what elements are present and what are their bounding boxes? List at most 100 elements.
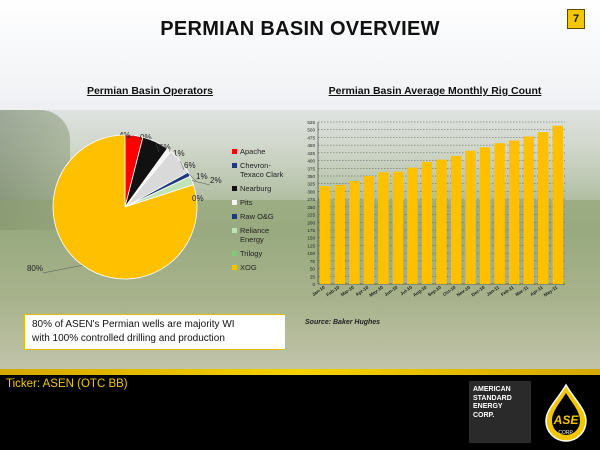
pie-chart-title: Permian Basin Operators — [86, 85, 214, 97]
y-tick-label: 300 — [307, 189, 315, 194]
pie-leader-line — [189, 174, 197, 182]
legend-item: Trilogy — [232, 249, 292, 258]
bar-chart-title: Permian Basin Average Monthly Rig Count — [328, 85, 542, 97]
bar — [450, 155, 462, 284]
legend-swatch — [232, 251, 237, 256]
legend-item: Chevron-Texaco Clark — [232, 161, 292, 179]
legend-swatch — [232, 186, 237, 191]
bar — [508, 140, 520, 284]
pie-leader-line — [191, 180, 211, 186]
footer-accent-strip — [0, 369, 600, 375]
x-tick-label: Dec-10 — [470, 284, 486, 297]
legend-item: Apache — [232, 147, 292, 156]
y-tick-label: 250 — [307, 205, 315, 210]
x-tick-label: Apr-10 — [355, 284, 370, 297]
pie-data-label: 0% — [192, 194, 204, 203]
legend-label: Raw O&G — [240, 212, 274, 221]
bar — [407, 167, 418, 284]
ticker-label: Ticker: ASEN (OTC BB) — [6, 378, 128, 390]
legend-item: XOG — [232, 263, 292, 272]
x-tick-label: Feb-11 — [500, 284, 515, 297]
x-tick-label: May-11 — [543, 284, 559, 297]
legend-label: Trilogy — [240, 249, 263, 258]
pie-leader-line — [42, 264, 83, 274]
x-tick-label: Nov-10 — [456, 284, 472, 297]
y-tick-label: 475 — [307, 135, 315, 140]
company-name-line: AMERICAN — [473, 386, 511, 393]
logo-sub-text: CORP. — [558, 430, 573, 436]
company-name-line: CORP. — [473, 411, 495, 419]
legend-swatch — [232, 214, 237, 219]
legend-label: Nearburg — [240, 184, 272, 193]
company-logo: ASE CORP. — [536, 381, 596, 443]
pie-chart: 4%0%6%1%6%1%2%80%0% — [27, 131, 222, 280]
y-tick-label: 125 — [307, 243, 315, 248]
y-tick-label: 75 — [310, 259, 316, 264]
y-tick-label: 225 — [307, 213, 315, 218]
bar — [392, 171, 404, 284]
pie-legend: Apache Chevron-Texaco Clark Nearburg Pits Ra… — [232, 147, 292, 277]
x-tick-label: Feb-10 — [325, 284, 340, 297]
legend-item: Pits — [232, 198, 292, 207]
y-tick-label: 325 — [307, 182, 315, 187]
pie-leader-line — [180, 161, 185, 171]
page-number-badge: 7 — [567, 9, 585, 29]
bar — [465, 150, 476, 284]
x-tick-label: Mar-11 — [514, 284, 529, 297]
y-tick-label: 375 — [307, 166, 315, 171]
legend-item: Raw O&G — [232, 212, 292, 221]
bar — [363, 176, 375, 284]
pie-leader-line — [155, 141, 160, 153]
chart-source: Source: Baker Hughes — [305, 319, 381, 326]
pie-data-label: 80% — [27, 264, 43, 273]
x-tick-label: Jun-10 — [383, 284, 398, 297]
y-tick-label: 350 — [307, 174, 315, 179]
bar-chart: 0 25 50 75 100 125 150 175 200 225 250 275 300 325 350… — [307, 120, 565, 298]
company-name-line: ENERGY — [473, 403, 503, 410]
y-tick-label: 450 — [307, 143, 315, 148]
x-tick-label: Jul-10 — [399, 284, 413, 296]
x-tick-label: Mar-10 — [340, 284, 355, 297]
pie-data-label: 1% — [173, 149, 185, 158]
x-tick-label: Oct-10 — [442, 284, 457, 297]
bar — [479, 147, 491, 284]
y-tick-label: 400 — [307, 159, 315, 164]
y-tick-label: 500 — [307, 128, 315, 133]
x-tick-label: Jan-11 — [486, 284, 501, 297]
legend-swatch — [232, 265, 237, 270]
pie-data-label: 0% — [140, 133, 152, 142]
pie-data-label: 6% — [184, 161, 196, 170]
pie-data-label: 2% — [210, 176, 222, 185]
bar — [421, 161, 433, 284]
y-tick-label: 425 — [307, 151, 315, 156]
background-sky — [0, 0, 600, 110]
y-tick-label: 50 — [310, 267, 316, 272]
bar — [378, 172, 389, 284]
page-title: PERMIAN BASIN OVERVIEW — [160, 18, 440, 40]
x-tick-label: Aug-10 — [412, 284, 428, 297]
x-tick-label: Apr-11 — [529, 284, 544, 297]
logo-text: ASE — [553, 413, 580, 427]
callout-line-2: with 100% controlled drilling and produc… — [32, 333, 225, 344]
legend-label: Apache — [240, 147, 266, 156]
y-tick-label: 25 — [310, 274, 316, 279]
bar — [552, 125, 563, 284]
x-tick-label: Sep-10 — [427, 284, 443, 297]
x-tick-label: May-10 — [368, 284, 384, 297]
bar — [320, 186, 331, 284]
legend-label: Pits — [240, 198, 253, 207]
company-name-line: STANDARD — [473, 394, 512, 402]
bar — [334, 184, 346, 284]
pie-data-label: 1% — [196, 172, 208, 181]
company-name-block: AMERICAN STANDARD ENERGY CORP. — [469, 381, 531, 443]
legend-label: Chevron-Texaco Clark — [240, 161, 284, 179]
oil-drop-logo-icon: ASE CORP. — [545, 383, 587, 442]
pie-data-label: 6% — [159, 143, 171, 152]
legend-label: XOG — [240, 263, 257, 272]
y-tick-label: 275 — [307, 197, 315, 202]
callout-box: 80% of ASEN's Permian wells are majority… — [24, 314, 286, 350]
legend-label: Reliance Energy — [240, 226, 270, 244]
y-tick-label: 200 — [307, 220, 315, 225]
bar — [523, 136, 534, 284]
legend-item: Nearburg — [232, 184, 292, 193]
